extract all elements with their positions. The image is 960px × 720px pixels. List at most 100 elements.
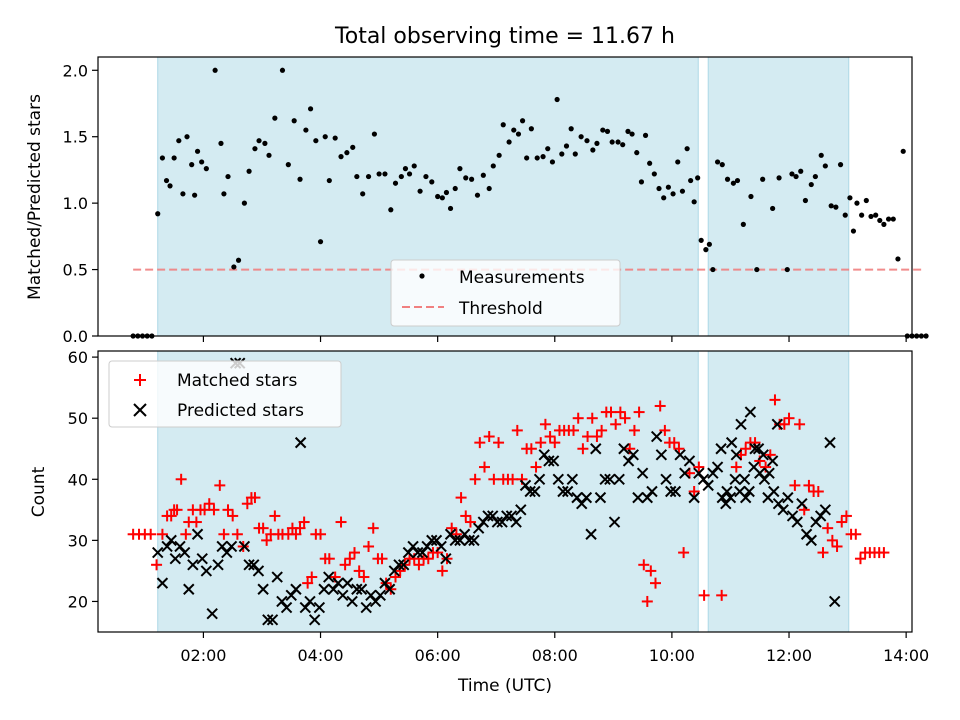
matched-star-point	[698, 589, 710, 601]
matched-star-point	[358, 571, 370, 583]
measurement-point	[812, 173, 818, 180]
measurement-point	[231, 264, 237, 270]
measurement-point	[770, 205, 776, 212]
measurement-point	[212, 67, 218, 73]
legend-label-predicted: Predicted stars	[177, 401, 304, 421]
predicted-star-point	[622, 455, 635, 467]
matched-star-point	[227, 510, 239, 522]
measurement-point	[360, 191, 366, 197]
measurement-point	[350, 144, 356, 150]
measurement-point	[189, 162, 195, 168]
matched-star-point	[668, 437, 680, 449]
matched-star-point	[460, 510, 472, 522]
measurement-point	[423, 173, 429, 180]
x-axis-label: Time (UTC)	[457, 676, 552, 696]
measurement-point	[703, 247, 709, 253]
predicted-star-point	[571, 491, 583, 504]
measurement-point	[429, 179, 435, 185]
measurement-point	[714, 159, 721, 165]
predicted-star-point	[346, 595, 358, 608]
measurement-point	[594, 140, 600, 146]
matched-star-point	[539, 418, 551, 430]
predicted-star-point	[449, 534, 461, 547]
measurement-point	[559, 151, 565, 157]
predicted-star-point	[156, 577, 169, 589]
predicted-star-point	[365, 589, 377, 602]
predicted-star-point	[515, 504, 527, 516]
matched-star-point	[413, 559, 425, 571]
measurement-point	[822, 163, 828, 169]
measurement-point	[665, 184, 671, 190]
matched-star-point	[535, 437, 547, 449]
matched-star-point	[323, 553, 335, 565]
predicted-star-point	[416, 546, 429, 559]
measurement-point	[463, 175, 469, 181]
matched-star-point	[175, 473, 187, 485]
measurement-point	[262, 140, 268, 146]
measurement-point	[684, 146, 690, 152]
measurement-point	[279, 67, 286, 73]
matched-star-point	[222, 504, 234, 516]
predicted-star-point	[819, 504, 832, 516]
predicted-star-point	[552, 473, 564, 485]
matched-star-point	[586, 412, 598, 424]
matched-star-point	[716, 589, 728, 601]
matched-star-point	[878, 547, 890, 559]
top-ytick-label-3: 1.5	[63, 128, 88, 147]
predicted-star-point	[665, 485, 677, 498]
matched-star-point	[650, 577, 662, 589]
measurement-point	[376, 171, 382, 177]
matched-star-point	[549, 437, 561, 449]
measurement-point	[695, 175, 701, 181]
measurement-point	[634, 150, 640, 156]
measurement-point	[802, 197, 809, 204]
predicted-star-point	[752, 443, 765, 455]
matched-star-point	[572, 412, 584, 424]
top-axes-frame	[97, 56, 913, 337]
bottom-xtick-label-1: 04:00	[297, 646, 343, 665]
bottom-legend-box	[108, 360, 342, 428]
matched-star-point	[854, 553, 866, 565]
measurement-point	[818, 152, 824, 158]
measurement-point	[740, 221, 746, 227]
measurement-point	[457, 166, 463, 172]
measurement-point	[506, 139, 512, 145]
matched-star-point	[353, 565, 365, 577]
predicted-star-point	[183, 583, 195, 595]
predicted-star-point	[547, 455, 560, 467]
bottom-xtick-label-5: 12:00	[766, 646, 812, 665]
matched-star-point	[302, 577, 314, 589]
measurement-point	[402, 166, 409, 172]
matched-star-point	[344, 553, 356, 565]
measurement-point	[584, 138, 590, 144]
predicted-star-point	[725, 436, 738, 449]
matched-star-point	[214, 479, 226, 491]
predicted-star-point	[238, 540, 251, 553]
matched-star-point	[469, 473, 481, 485]
measurement-point	[776, 175, 782, 181]
predicted-star-point	[805, 534, 817, 547]
predicted-star-point	[716, 491, 728, 504]
predicted-star-point	[463, 534, 475, 547]
predicted-star-point	[743, 485, 755, 498]
measurement-point	[392, 180, 399, 186]
predicted-star-point	[729, 473, 741, 485]
measurement-point	[192, 192, 198, 198]
measurement-point	[528, 126, 534, 132]
measurement-point	[651, 171, 657, 177]
measurement-point	[176, 138, 182, 144]
measurement-point	[590, 147, 596, 153]
predicted-star-point	[613, 473, 625, 485]
measurement-point	[307, 106, 314, 112]
measurement-point	[332, 135, 338, 141]
measurement-point	[900, 148, 906, 154]
measurement-point	[789, 171, 795, 177]
matched-star-point	[290, 528, 302, 540]
predicted-star-point	[374, 589, 386, 602]
measurement-point	[194, 148, 201, 154]
measurement-point	[486, 185, 492, 192]
measurement-point	[354, 173, 360, 180]
predicted-star-point	[252, 565, 265, 577]
matched-star-point	[836, 516, 848, 528]
predicted-star-point	[360, 601, 372, 614]
